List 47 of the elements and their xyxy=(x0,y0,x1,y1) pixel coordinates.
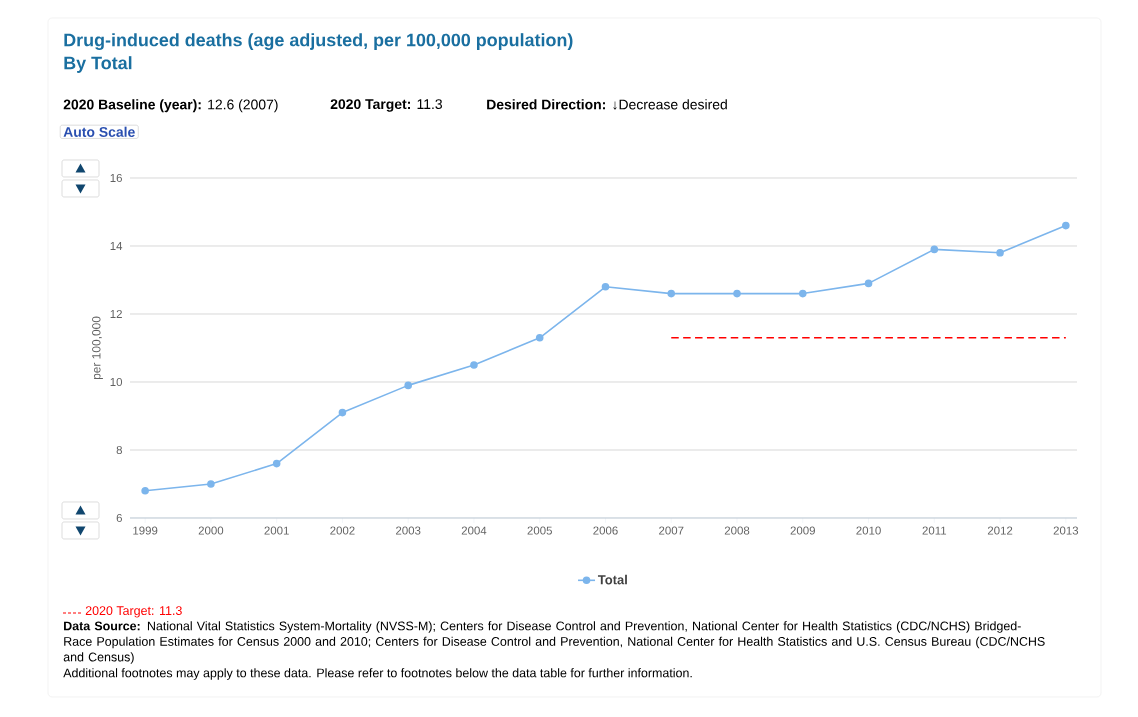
point xyxy=(404,381,412,390)
y-tick-label: 16 xyxy=(110,173,122,183)
point xyxy=(338,408,347,417)
point xyxy=(1062,221,1070,230)
point xyxy=(798,289,807,298)
x-tick-label: 2000 xyxy=(198,526,224,535)
point xyxy=(272,459,281,468)
point xyxy=(996,248,1004,257)
point xyxy=(141,486,149,495)
legend-label: 2020 Target: 11.3 xyxy=(85,606,182,618)
chart-subtitle: By Total xyxy=(64,56,132,73)
x-tick-label: 2013 xyxy=(1053,526,1079,535)
point xyxy=(535,333,544,342)
y-tick-label: 6 xyxy=(116,513,122,523)
x-tick-label: 2005 xyxy=(527,526,552,535)
text: Additional footnotes may apply to these data. Please refer to footnotes below the data table for further information. xyxy=(63,668,692,680)
x-tick-label: 2001 xyxy=(264,526,289,535)
point xyxy=(207,480,215,488)
text: Auto Scale xyxy=(63,126,135,137)
x-tick-label: 2008 xyxy=(724,526,750,535)
x-tick-label: 2007 xyxy=(659,526,684,535)
y-tick-label: 14 xyxy=(110,242,123,250)
point xyxy=(601,282,610,291)
text: Data Source: National Vital Statistics System-Mortality (NVSS-M); Centers for Disease Control and Prevention, National Center for Health Statistics (CDC/NCHS) Bridged-Race Population Estimates for Census 2000 and 2010; Centers for Disease Control and Prevention, National Center for Health Statistics and U.S. Census Bureau (CDC/NCHS and Census) xyxy=(63,621,1045,664)
y-tick-label: 12 xyxy=(110,309,122,318)
point xyxy=(733,289,741,298)
x-tick-label: 2009 xyxy=(790,526,815,535)
x-tick-label: 2010 xyxy=(856,526,881,535)
text: Desired Direction: ↓Decrease desired xyxy=(487,99,727,110)
point xyxy=(470,361,478,369)
y-axis-title: per 100,000 xyxy=(92,316,103,380)
x-tick-label: 2011 xyxy=(922,526,947,535)
y-tick-label: 8 xyxy=(116,445,122,455)
x-tick-label: 2003 xyxy=(396,526,421,535)
point xyxy=(864,279,873,288)
x-tick-label: 2002 xyxy=(330,526,355,535)
point xyxy=(667,289,676,298)
x-tick-label: 1999 xyxy=(133,526,158,535)
chart-title: Drug-induced deaths (age adjusted, per 100,000 population) xyxy=(64,33,573,50)
text: 2020 Target: 11.3 xyxy=(330,99,443,112)
x-tick-label: 2006 xyxy=(593,526,618,535)
y-tick-label: 10 xyxy=(110,377,123,387)
legend-label: Total xyxy=(597,574,627,585)
point xyxy=(930,245,939,254)
x-tick-label: 2004 xyxy=(461,526,487,535)
text: 2020 Baseline (year): 12.6 (2007) xyxy=(63,99,278,113)
x-tick-label: 2012 xyxy=(987,526,1013,535)
